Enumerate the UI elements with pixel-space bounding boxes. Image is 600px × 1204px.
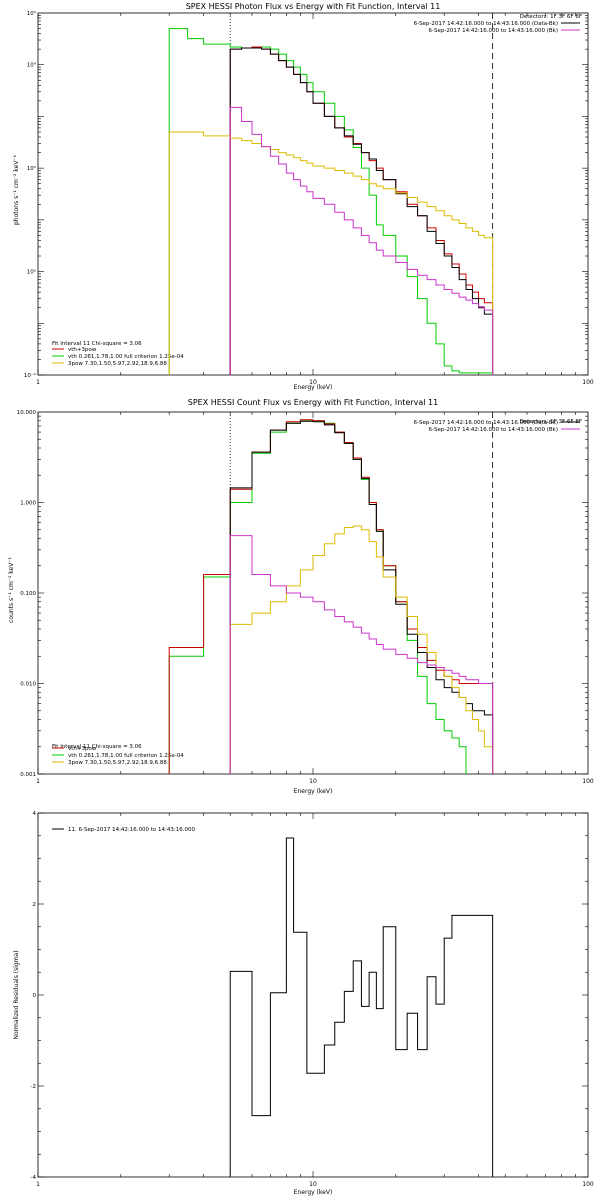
plot-frame [37, 812, 589, 1178]
y-tick-label: 10⁴ [27, 62, 37, 69]
y-tick-label: 10.000 [17, 410, 37, 416]
plot-frame [37, 411, 589, 775]
x-axis-label: Energy (keV) [294, 384, 333, 391]
legend-left-label: vth 0.261,1.78,1.00 full criterion 1.25e… [68, 354, 184, 360]
legend-left: Fit Interval 11 Chi-square = 3.06 vth+3p… [52, 341, 184, 367]
x-tick-label: 10 [309, 778, 317, 785]
series-line-3 [229, 525, 494, 774]
y-tick-label: -2 [31, 1084, 36, 1090]
legend-left-label: vth+3pow [68, 746, 97, 752]
y-tick-label: 10² [27, 165, 36, 172]
y-tick-label: 10⁵ [27, 10, 36, 17]
y-axis-label: counts s⁻¹ cm⁻² keV⁻¹ [8, 557, 15, 623]
series-line-4 [229, 106, 494, 375]
series-line-0 [168, 420, 467, 774]
legend-left-label: 11. 6-Sep-2017 14:42:16.000 to 14:43:16.… [68, 827, 195, 833]
legend-right-label: 6-Sep-2017 14:42:16.000 to 14:43:16.000 … [414, 21, 558, 27]
legend-left-label: 3pow 7.30,1.50,5.97,2.92,18.9,6.88 [68, 760, 167, 766]
series-line-0 [168, 28, 494, 375]
x-tick-label: 1 [36, 379, 40, 386]
series-line-2 [229, 47, 494, 375]
legend-right-label: 6-Sep-2017 14:42:16.000 to 14:43:16.000 … [429, 427, 559, 433]
x-tick-label: 100 [582, 1181, 594, 1188]
y-tick-label: 1.000 [20, 501, 36, 507]
legend-left-label: vth+3pow [68, 347, 97, 353]
legend-right-label: 6-Sep-2017 14:42:16.000 to 14:43:16.000 … [429, 28, 559, 34]
detectors-label: Detectors: 1F 3F 6F 8F [520, 14, 582, 20]
legend-right-label: 6-Sep-2017 14:42:16.000 to 14:43:16.000 … [414, 420, 558, 426]
legend-right: 6-Sep-2017 14:42:16.000 to 14:43:16.000 … [414, 21, 580, 34]
x-tick-label: 100 [582, 379, 594, 386]
chart-title: SPEX HESSI Count Flux vs Energy with Fit… [188, 398, 439, 407]
x-tick-label: 1 [36, 1181, 40, 1188]
x-tick-label: 10 [309, 379, 317, 386]
legend-right: 6-Sep-2017 14:42:16.000 to 14:43:16.000 … [414, 420, 580, 433]
y-tick-label: -4 [31, 1175, 37, 1181]
series-line-4 [229, 535, 494, 774]
legend-left-label: vth 0.261,1.78,1.00 full criterion 1.25e… [68, 753, 184, 759]
legend-left-label: 3pow 7.30,1.50,5.97,2.92,18.9,6.88 [68, 361, 167, 367]
count-flux-panel: SPEX HESSI Count Flux vs Energy with Fit… [8, 398, 594, 795]
series-line-1 [229, 46, 494, 375]
chart-title: SPEX HESSI Photon Flux vs Energy with Fi… [186, 2, 441, 11]
photon-flux-panel: SPEX HESSI Photon Flux vs Energy with Fi… [13, 2, 594, 391]
y-tick-label: 10⁻² [24, 372, 36, 379]
y-tick-label: 4 [33, 811, 37, 817]
series-line-2 [229, 420, 494, 774]
x-axis-label: Energy (keV) [294, 1189, 333, 1196]
residuals-panel: Normalized Residuals (sigma) Energy (keV… [13, 811, 594, 1196]
x-tick-label: 1 [36, 778, 40, 785]
detectors-label: Detectors: 1F 3F 6F 8F [520, 419, 582, 425]
x-tick-label: 10 [309, 1181, 317, 1188]
y-axis-label: photons s⁻¹ cm⁻² keV⁻¹ [13, 154, 20, 225]
y-tick-label: 10⁰ [27, 269, 37, 276]
y-tick-label: 2 [33, 902, 37, 908]
fit-header: Fit Interval 11 Chi-square = 3.06 [52, 341, 142, 347]
legend-left: Fit Interval 11 Chi-square = 3.06 vth+3p… [52, 744, 184, 766]
y-tick-label: 0.001 [20, 772, 36, 778]
series-line-0 [229, 837, 494, 1177]
y-tick-label: 0 [33, 993, 37, 999]
y-axis-label: Normalized Residuals (sigma) [13, 950, 20, 1039]
fit-header: Fit Interval 11 Chi-square = 3.06 [52, 744, 142, 750]
y-tick-label: 0.100 [20, 591, 36, 597]
legend-left: 11. 6-Sep-2017 14:42:16.000 to 14:43:16.… [52, 827, 195, 833]
x-tick-label: 100 [582, 778, 594, 785]
y-tick-label: 0.010 [20, 682, 36, 688]
x-axis-label: Energy (keV) [294, 788, 333, 795]
